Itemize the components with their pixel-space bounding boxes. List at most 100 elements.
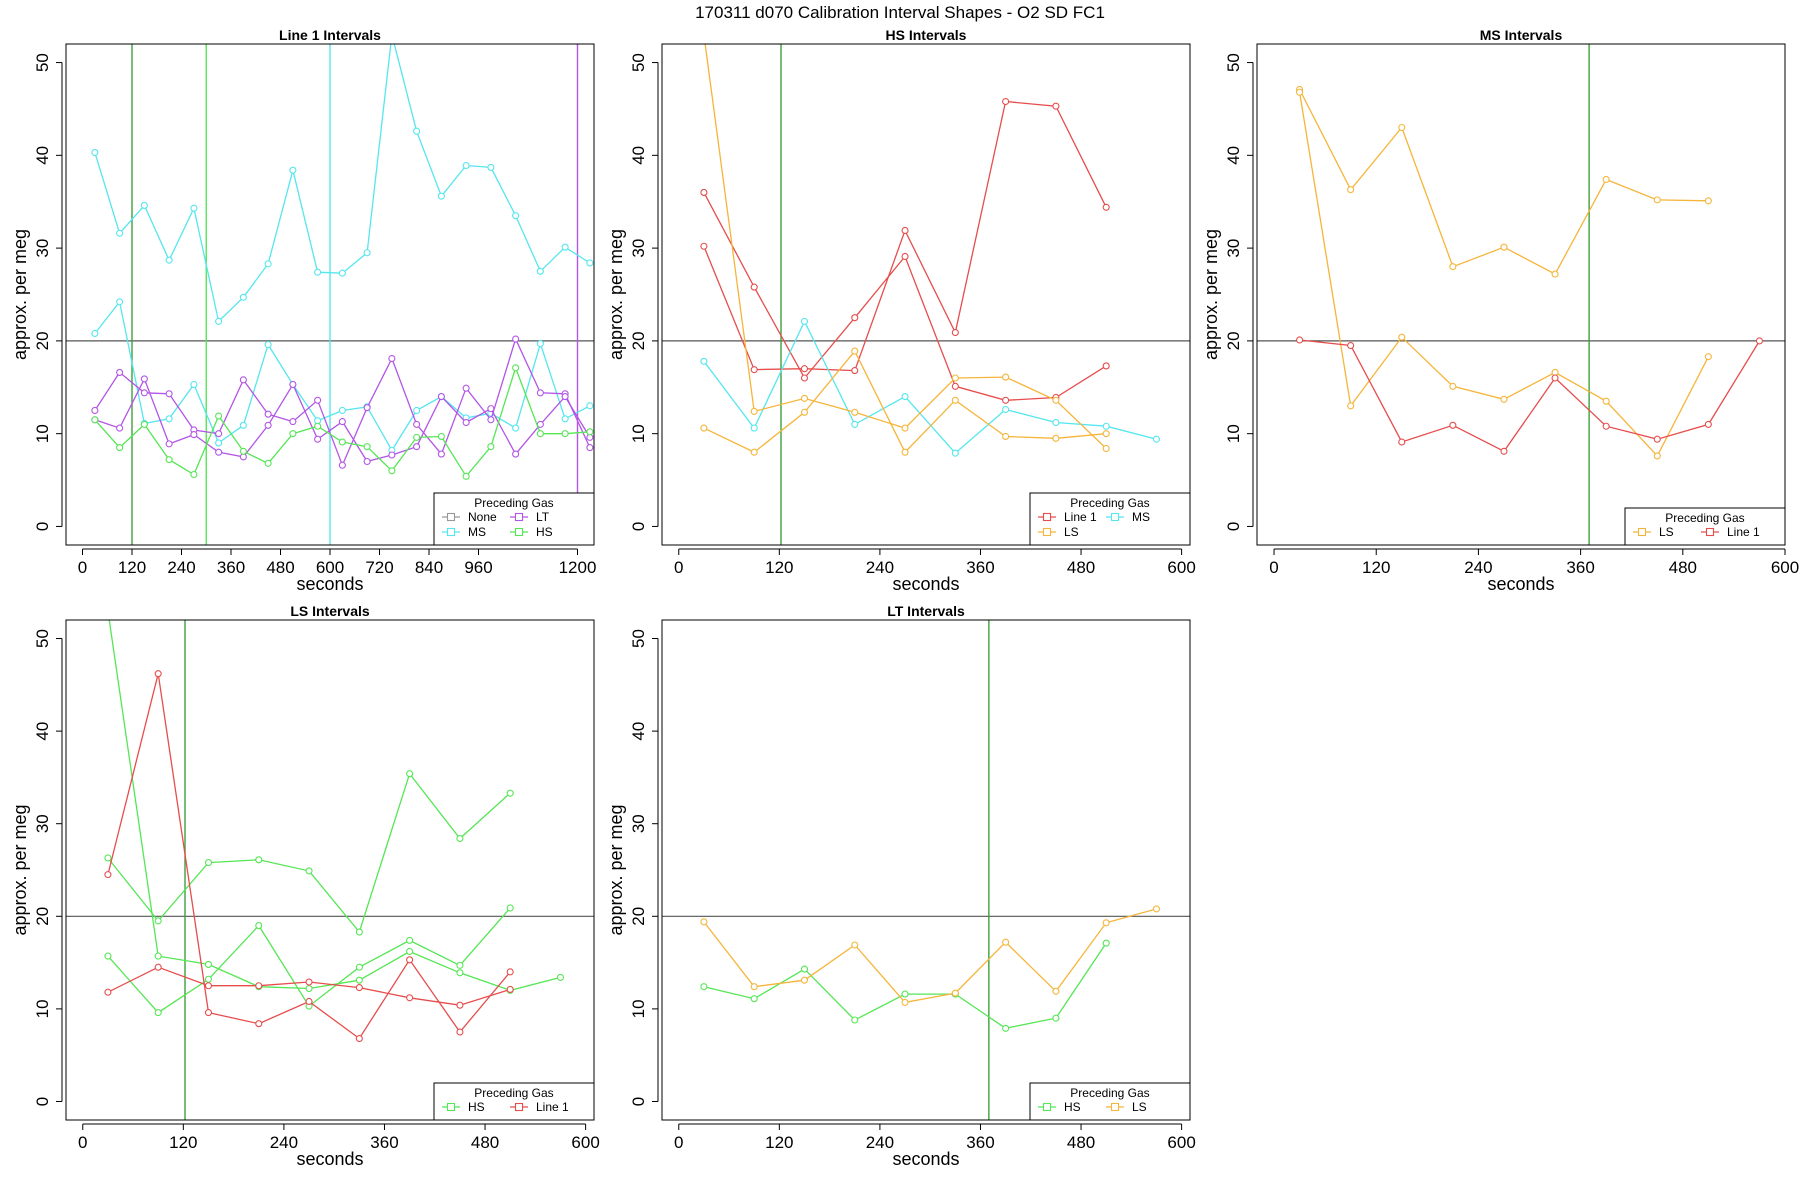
legend-entry: LS [1106, 1100, 1147, 1114]
data-point [140, 389, 148, 397]
data-point [289, 418, 297, 426]
data-point [951, 382, 959, 390]
data-point [536, 430, 544, 438]
x-tick-label: 0 [78, 1133, 87, 1152]
data-point [512, 364, 520, 372]
data-point [506, 789, 514, 797]
data-point [800, 408, 809, 416]
x-tick-label: 720 [365, 558, 393, 577]
data-point [264, 459, 272, 467]
legend-swatch-marker [514, 1102, 524, 1112]
x-tick-label: 0 [1269, 558, 1278, 577]
data-point [1653, 452, 1661, 460]
data-point [506, 985, 514, 993]
data-point [951, 449, 959, 457]
data-point [1602, 422, 1610, 430]
data-point [289, 166, 297, 174]
data-point [104, 952, 112, 960]
data-point [901, 990, 909, 998]
data-point [215, 448, 223, 456]
data-point [561, 415, 569, 423]
data-point [750, 448, 758, 456]
legend-entry: LS [1633, 525, 1674, 539]
data-point [204, 859, 213, 867]
data-point [154, 963, 162, 971]
data-point [1102, 939, 1110, 947]
legend-box [433, 492, 595, 546]
data-point [1449, 421, 1457, 429]
data-point [750, 424, 758, 432]
legend-label: HS [1064, 1100, 1081, 1114]
y-tick-label: 0 [33, 522, 52, 531]
data-point [700, 983, 708, 991]
data-point [1052, 1014, 1060, 1022]
x-tick-label: 600 [316, 558, 344, 577]
data-point [750, 283, 758, 291]
data-point [1602, 175, 1610, 184]
data-point [264, 260, 272, 268]
data-point [406, 956, 414, 964]
x-tick-label: 480 [471, 1133, 499, 1152]
data-point [800, 976, 809, 984]
y-tick-label: 10 [33, 424, 52, 443]
data-point [800, 317, 809, 325]
x-tick-label: 120 [169, 1133, 197, 1152]
data-point [116, 424, 124, 432]
plot-frame [65, 619, 595, 1121]
legend-title: Preceding Gas [1070, 496, 1149, 510]
data-point [951, 374, 959, 382]
legend-swatch-marker [1042, 512, 1052, 522]
data-point [338, 418, 346, 426]
legend-entry: Line 1 [1038, 510, 1097, 524]
data-point [91, 149, 99, 157]
figure-supertitle: 170311 d070 Calibration Interval Shapes … [695, 3, 1105, 22]
data-point [338, 406, 346, 415]
plot-area [66, 620, 594, 1120]
plot-frame [65, 43, 595, 546]
plot-area [66, 44, 594, 545]
data-point [239, 447, 247, 455]
data-point [1704, 420, 1712, 428]
panel-title: HS Intervals [886, 27, 967, 43]
y-tick-label: 0 [629, 522, 648, 531]
data-point [536, 389, 544, 397]
x-tick-label: 120 [765, 558, 793, 577]
data-point [355, 976, 363, 984]
data-point [800, 394, 809, 402]
series-line [94, 44, 591, 323]
data-point [355, 928, 363, 936]
data-point [355, 984, 363, 992]
data-point [314, 268, 322, 276]
y-tick-label: 30 [33, 814, 52, 833]
data-point [289, 430, 297, 438]
data-point [1500, 395, 1508, 403]
data-point [1449, 263, 1457, 271]
data-point [305, 867, 313, 875]
data-point [190, 204, 198, 212]
plot-area [662, 44, 1190, 545]
data-point [456, 834, 464, 843]
plot-area [1257, 44, 1785, 545]
series-ms [91, 298, 594, 454]
x-tick-label: 480 [1067, 1133, 1095, 1152]
data-point [1002, 405, 1010, 414]
y-tick-label: 30 [629, 239, 648, 258]
data-point [1002, 396, 1010, 404]
data-point [1052, 396, 1060, 404]
data-point [951, 989, 959, 997]
data-point [556, 973, 565, 981]
data-point [462, 384, 470, 392]
panel-4: LS Intervals 0 120 240 360 480 600 seconds 0 10 20… [10, 603, 600, 1169]
data-point [116, 298, 124, 306]
y-axis-label: approx. per meg [606, 229, 626, 360]
plot-frame [661, 43, 1191, 546]
legend-entry: LS [1038, 525, 1079, 539]
data-point [413, 406, 421, 415]
data-point [165, 390, 173, 398]
y-tick-label: 40 [629, 146, 648, 165]
y-tick-label: 0 [629, 1097, 648, 1106]
data-point [388, 467, 396, 475]
data-point [255, 982, 263, 990]
data-point [190, 380, 198, 389]
